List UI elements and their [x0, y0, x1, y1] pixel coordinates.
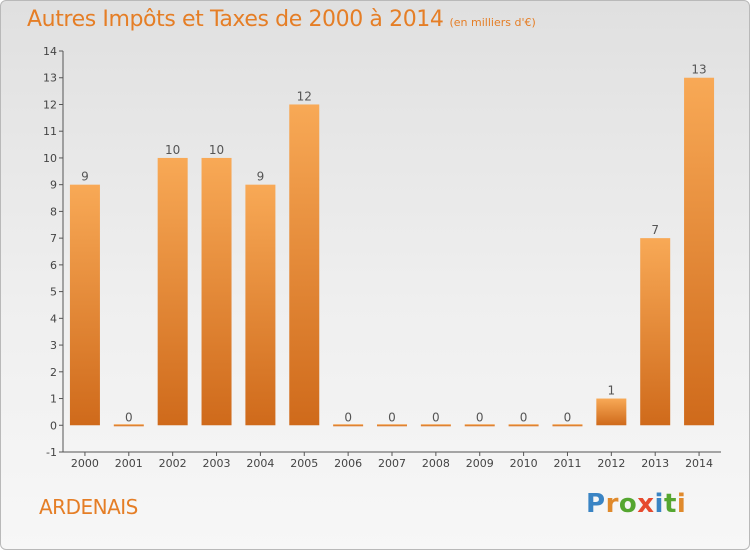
x-tick-label: 2000: [71, 457, 99, 470]
bar-2006[interactable]: [333, 424, 364, 427]
logo-letter: P: [586, 489, 606, 519]
location-label: ARDENAIS: [39, 495, 138, 519]
x-tick-label: 2009: [466, 457, 494, 470]
data-label-2006: 0: [344, 410, 352, 424]
bar-2008[interactable]: [420, 424, 451, 427]
y-tick-label: 3: [50, 339, 57, 352]
logo-letter: r: [605, 489, 619, 519]
logo-letter: o: [618, 489, 638, 519]
data-label-2008: 0: [432, 410, 440, 424]
bar-2010[interactable]: [508, 424, 539, 427]
data-label-2011: 0: [564, 410, 572, 424]
logo-letter: t: [663, 489, 677, 519]
x-tick-label: 2012: [597, 457, 625, 470]
y-tick-label: 5: [50, 286, 57, 299]
logo-letter: i: [676, 489, 687, 519]
data-label-2014: 13: [691, 63, 706, 77]
y-tick-label: 8: [50, 205, 57, 218]
y-tick-label: 6: [50, 259, 57, 272]
bars: [69, 77, 715, 427]
proxiti-logo[interactable]: Proxiti: [586, 489, 686, 519]
y-tick-label: 4: [50, 312, 57, 325]
x-tick-label: 2005: [290, 457, 318, 470]
y-tick-label: -1: [46, 446, 57, 459]
y-tick-label: 1: [50, 393, 57, 406]
logo-letter: i: [654, 489, 664, 519]
x-tick-label: 2003: [203, 457, 231, 470]
bar-2001[interactable]: [113, 424, 144, 427]
data-label-2001: 0: [125, 410, 133, 424]
data-label-2002: 10: [165, 143, 180, 157]
y-tick-label: 12: [43, 98, 57, 111]
bar-2011[interactable]: [552, 424, 583, 427]
y-tick-label: 9: [50, 179, 57, 192]
data-label-2005: 12: [297, 89, 312, 103]
bar-2005[interactable]: [289, 104, 320, 426]
data-label-2013: 7: [651, 223, 659, 237]
bar-2002[interactable]: [157, 157, 188, 426]
data-label-2010: 0: [520, 410, 528, 424]
x-tick-label: 2013: [641, 457, 669, 470]
y-tick-label: 11: [43, 125, 57, 138]
logo-letter: x: [637, 489, 655, 519]
bar-2007[interactable]: [377, 424, 407, 427]
bar-2014[interactable]: [684, 77, 715, 426]
bar-2012[interactable]: [596, 398, 627, 426]
y-tick-label: 13: [43, 72, 57, 85]
y-tick-label: 7: [50, 232, 57, 245]
y-tick-label: 0: [50, 419, 57, 432]
bar-2004[interactable]: [245, 184, 276, 426]
x-tick-label: 2004: [246, 457, 274, 470]
chart-title: Autres Impôts et Taxes de 2000 à 2014 (en…: [27, 7, 536, 32]
x-tick-label: 2006: [334, 457, 362, 470]
data-label-2004: 9: [257, 170, 265, 184]
bar-2003[interactable]: [201, 157, 232, 426]
x-tick-label: 2011: [553, 457, 581, 470]
y-tick-label: 14: [43, 45, 57, 58]
x-tick-label: 2002: [159, 457, 187, 470]
labels: 9 0 10 10 9 12 0 0 0 0 0 0 1 7 13: [81, 63, 707, 425]
bar-2000[interactable]: [69, 184, 100, 426]
y-tick-label: 2: [50, 366, 57, 379]
data-label-2000: 9: [81, 170, 89, 184]
x-tick-label: 2007: [378, 457, 406, 470]
data-label-2003: 10: [209, 143, 224, 157]
title-text: Autres Impôts et Taxes de 2000 à 2014: [27, 7, 444, 32]
unit-label: (en milliers d'€): [449, 16, 536, 29]
x-tick-label: 2014: [685, 457, 713, 470]
data-label-2012: 1: [608, 384, 616, 398]
bar-2013[interactable]: [640, 238, 671, 426]
y-tick-label: 10: [43, 152, 57, 165]
data-label-2009: 0: [476, 410, 484, 424]
x-tick-label: 2010: [510, 457, 538, 470]
data-label-2007: 0: [388, 410, 396, 424]
x-tick-label: 2001: [115, 457, 143, 470]
x-tick-label: 2008: [422, 457, 450, 470]
bar-2009[interactable]: [464, 424, 495, 427]
